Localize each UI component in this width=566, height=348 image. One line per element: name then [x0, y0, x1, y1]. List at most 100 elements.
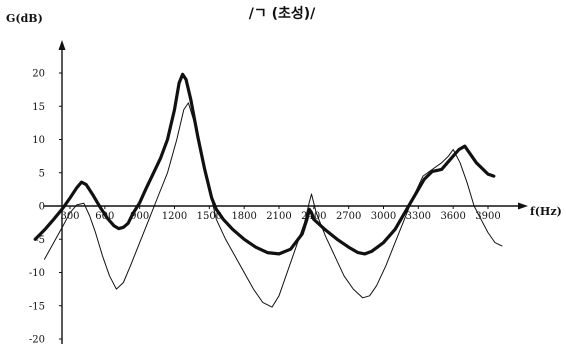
data-point: [495, 242, 496, 243]
data-point: [441, 162, 442, 163]
data-point: [316, 212, 317, 213]
series-group: [33, 72, 503, 308]
data-point: [107, 218, 108, 219]
data-point: [432, 171, 433, 172]
data-point: [123, 227, 124, 228]
data-point: [432, 169, 433, 170]
data-point: [70, 212, 71, 213]
data-point: [279, 295, 280, 296]
data-point: [182, 74, 183, 75]
data-point: [358, 252, 359, 253]
data-point: [130, 265, 131, 266]
data-point: [123, 282, 124, 283]
data-point: [70, 198, 71, 199]
data-point: [83, 203, 84, 204]
x-tick-label: 3000: [371, 211, 396, 222]
data-point: [337, 239, 338, 240]
data-point: [202, 159, 203, 160]
series-points-1: [44, 102, 502, 307]
data-point: [344, 275, 345, 276]
y-tick-label: 10: [32, 135, 45, 146]
data-point: [313, 219, 314, 220]
y-tick-label: 15: [32, 102, 45, 113]
data-point: [272, 307, 273, 308]
data-point: [395, 229, 396, 230]
data-point: [195, 126, 196, 127]
y-axis-arrow: [58, 40, 66, 50]
data-point: [95, 232, 96, 233]
x-axis-label: f(Hz): [530, 205, 562, 218]
data-point: [385, 265, 386, 266]
data-point: [474, 206, 475, 207]
data-point: [488, 174, 489, 175]
data-point: [139, 202, 140, 203]
data-point: [146, 187, 147, 188]
data-point: [488, 232, 489, 233]
data-point: [153, 172, 154, 173]
data-point: [186, 79, 187, 80]
data-point: [244, 239, 245, 240]
series-line-thick: [33, 72, 496, 256]
data-point: [179, 83, 180, 84]
data-point: [481, 219, 482, 220]
data-point: [501, 245, 502, 246]
data-point: [114, 225, 115, 226]
data-point: [167, 172, 168, 173]
data-point: [253, 289, 254, 290]
series-line-thin: [44, 102, 503, 308]
data-point: [77, 187, 78, 188]
data-point: [116, 289, 117, 290]
data-point: [395, 242, 396, 243]
y-tick-label: -10: [29, 268, 45, 279]
data-point: [309, 209, 310, 210]
data-point: [176, 139, 177, 140]
data-point: [234, 255, 235, 256]
data-point: [63, 225, 64, 226]
data-point: [383, 242, 384, 243]
x-tick-label: 900: [130, 211, 149, 222]
data-point: [244, 272, 245, 273]
data-point: [190, 99, 191, 100]
x-tick-label: 3300: [406, 211, 431, 222]
data-point: [63, 208, 64, 209]
y-tick-label: -15: [29, 301, 45, 312]
data-point: [441, 169, 442, 170]
data-point: [262, 302, 263, 303]
data-point: [424, 179, 425, 180]
data-point: [267, 252, 268, 253]
data-point: [183, 109, 184, 110]
data-point: [232, 229, 233, 230]
data-point: [304, 222, 305, 223]
data-point: [302, 233, 303, 234]
data-point: [223, 219, 224, 220]
data-point: [453, 149, 454, 150]
data-point: [464, 146, 465, 147]
data-point: [311, 194, 312, 195]
y-tick-label: 5: [39, 168, 45, 179]
x-ticks-group: 300 600 900 1200 1500 1800 2100 2400 2700 3000 330…: [60, 206, 501, 222]
data-point: [334, 255, 335, 256]
data-point: [406, 209, 407, 210]
data-point: [139, 242, 140, 243]
data-point: [448, 156, 449, 157]
data-point: [295, 249, 296, 250]
data-point: [376, 285, 377, 286]
y-tick-label: 0: [39, 202, 45, 213]
data-point: [102, 255, 103, 256]
data-point: [44, 259, 45, 260]
y-ticks-group: -20 -15 -10 -5 0 5 10 15 20: [29, 69, 62, 346]
data-point: [77, 204, 78, 205]
data-point: [362, 297, 363, 298]
data-point: [306, 219, 307, 220]
data-point: [35, 239, 36, 240]
data-point: [364, 253, 365, 254]
data-point: [188, 102, 189, 103]
data-point: [158, 196, 159, 197]
x-tick-label: 3900: [475, 211, 500, 222]
data-point: [225, 239, 226, 240]
data-point: [149, 219, 150, 220]
data-point: [369, 295, 370, 296]
x-axis-arrow: [518, 202, 528, 210]
data-point: [209, 189, 210, 190]
